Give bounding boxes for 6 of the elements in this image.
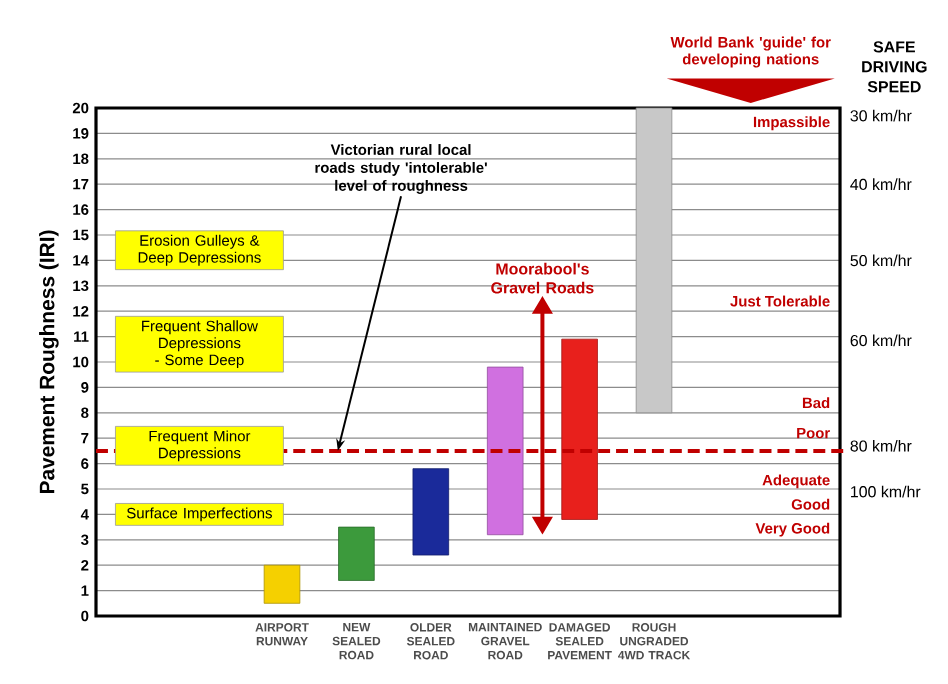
bar [263,564,301,604]
bar [561,338,598,520]
y-axis-title: Pavement Roughness (IRI) [39,230,59,494]
bar [338,526,375,581]
bar [486,366,524,536]
bar [412,468,450,556]
